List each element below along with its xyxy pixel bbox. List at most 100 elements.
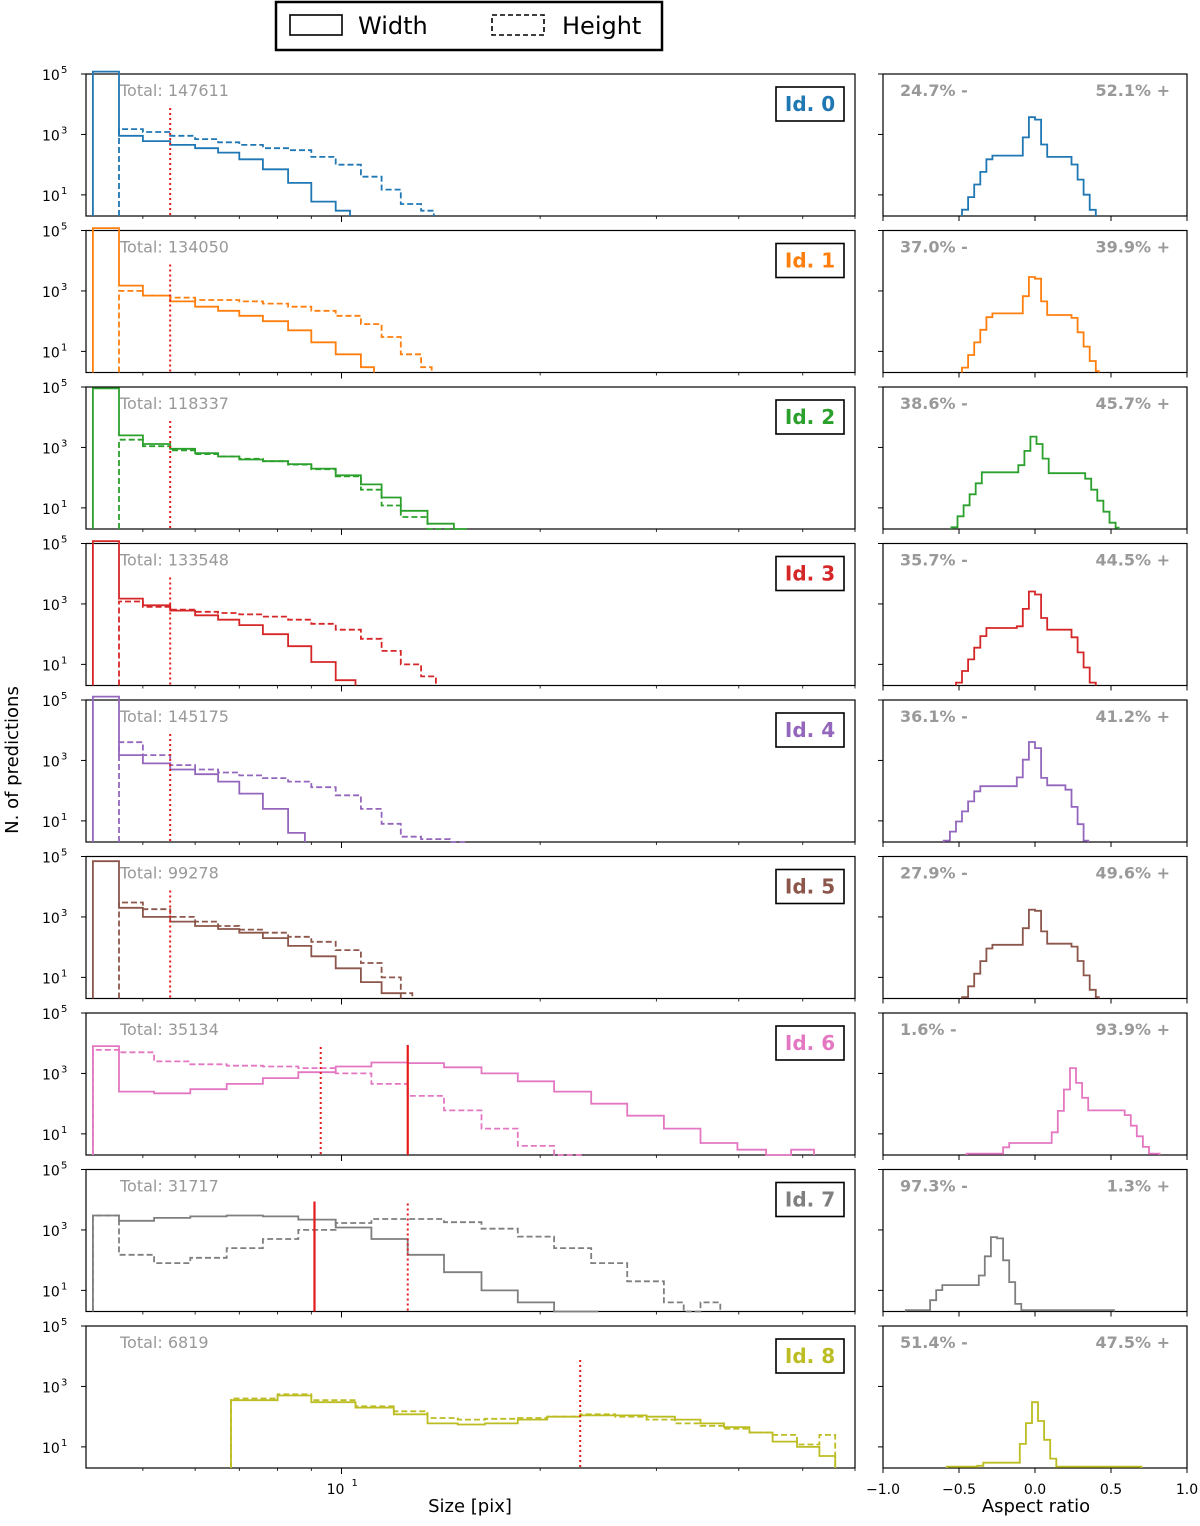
class-id-label: Id. 4	[785, 718, 835, 742]
legend-frame	[274, 0, 664, 52]
aspect-ratio-histogram	[945, 1401, 1143, 1468]
total-count: Total: 99278	[119, 864, 219, 883]
width-histogram	[92, 70, 351, 216]
class-id-label: Id. 6	[785, 1031, 835, 1055]
class-id-label: Id. 8	[785, 1344, 835, 1368]
size-axes-frame	[85, 229, 856, 374]
y-tick-exponent: 1	[61, 1281, 67, 1292]
size-axes-frame	[85, 542, 856, 687]
y-tick-label: 10	[42, 1380, 60, 1396]
y-tick-exponent: 3	[61, 908, 67, 919]
negative-fraction: 97.3% -	[900, 1177, 968, 1196]
aspect-ratio-histogram	[950, 435, 1120, 529]
height-histogram	[118, 128, 435, 216]
y-tick-label: 10	[42, 1164, 60, 1180]
negative-fraction: 35.7% -	[900, 551, 968, 570]
y-tick-label: 10	[42, 1128, 60, 1144]
y-tick-exponent: 5	[61, 691, 67, 702]
class-id-label: Id. 1	[785, 249, 835, 273]
y-tick-label: 10	[42, 225, 60, 241]
class-id-box	[775, 1338, 845, 1374]
total-count: Total: 133548	[119, 551, 229, 570]
legend-width-label: Width	[358, 12, 428, 40]
negative-fraction: 36.1% -	[900, 707, 968, 726]
y-tick-exponent: 1	[61, 1125, 67, 1136]
positive-fraction: 93.9% +	[1096, 1020, 1170, 1039]
class-id-box	[775, 555, 845, 592]
width-histogram	[92, 1214, 599, 1313]
y-tick-label: 10	[42, 538, 60, 554]
y-tick-exponent: 1	[61, 1438, 67, 1449]
width-histogram	[92, 695, 306, 842]
ar-x-tick-label: 0.0	[1024, 1482, 1046, 1498]
aspect-ratio-histogram	[961, 276, 1100, 373]
ar-x-tick-label: 1.0	[1176, 1482, 1198, 1498]
aspect-ratio-histogram	[961, 908, 1100, 999]
width-histogram	[92, 1045, 815, 1156]
y-tick-exponent: 3	[61, 125, 67, 136]
aspect-ratio-histogram	[955, 590, 1097, 686]
y-axis-label: N. of predictions	[2, 686, 23, 834]
positive-fraction: 52.1% +	[1096, 81, 1170, 100]
y-tick-exponent: 5	[61, 1004, 67, 1015]
total-count: Total: 31717	[119, 1177, 219, 1196]
size-axes-frame	[85, 855, 856, 1000]
size-axes-frame	[85, 1012, 856, 1156]
negative-fraction: 51.4% -	[900, 1333, 968, 1352]
ar-x-tick-label: −1.0	[866, 1482, 900, 1498]
positive-fraction: 44.5% +	[1096, 551, 1170, 570]
negative-fraction: 1.6% -	[900, 1020, 957, 1039]
size-axes-frame	[85, 73, 856, 217]
class-id-label: Id. 0	[785, 92, 835, 116]
positive-fraction: 47.5% +	[1096, 1333, 1170, 1352]
y-tick-exponent: 5	[61, 535, 67, 546]
total-count: Total: 134050	[119, 238, 229, 257]
class-id-box	[775, 1181, 845, 1218]
height-histogram	[118, 290, 433, 373]
ar-x-tick-label: 0.5	[1100, 1482, 1122, 1498]
height-histogram	[118, 901, 414, 999]
positive-fraction: 49.6% +	[1096, 864, 1170, 883]
size-axes-frame	[85, 1325, 856, 1469]
total-count: Total: 118337	[119, 394, 229, 413]
y-tick-exponent: 1	[61, 342, 67, 353]
y-tick-exponent: 5	[61, 1161, 67, 1172]
y-tick-label: 10	[42, 851, 60, 867]
legend-width-swatch	[289, 14, 343, 36]
class-id-label: Id. 7	[785, 1188, 835, 1212]
y-tick-exponent: 3	[61, 1377, 67, 1388]
size-axes-frame	[85, 386, 856, 530]
y-tick-exponent: 1	[61, 499, 67, 510]
y-tick-exponent: 3	[61, 1221, 67, 1232]
y-tick-exponent: 1	[61, 968, 67, 979]
aspect-ratio-histogram	[961, 116, 1097, 216]
class-id-label: Id. 2	[785, 405, 835, 429]
legend-height-swatch	[491, 14, 545, 36]
positive-fraction: 45.7% +	[1096, 394, 1170, 413]
positive-fraction: 39.9% +	[1096, 238, 1170, 257]
size-axes-frame	[85, 699, 856, 843]
y-tick-label: 10	[42, 911, 60, 927]
total-count: Total: 6819	[119, 1333, 209, 1352]
y-tick-exponent: 5	[61, 1317, 67, 1328]
y-tick-label: 10	[42, 1284, 60, 1300]
negative-fraction: 37.0% -	[900, 238, 968, 257]
class-id-box	[775, 868, 845, 905]
y-tick-label: 10	[42, 815, 60, 831]
size-x-tick-label: 10	[327, 1482, 345, 1498]
size-x-tick-exponent: 1	[352, 1478, 358, 1489]
height-histogram	[92, 1049, 584, 1156]
y-tick-label: 10	[42, 1007, 60, 1023]
y-tick-exponent: 3	[61, 1064, 67, 1075]
y-tick-label: 10	[42, 345, 60, 361]
width-histogram	[92, 227, 375, 373]
ar-x-axis-label: Aspect ratio	[982, 1496, 1090, 1517]
y-tick-label: 10	[42, 502, 60, 518]
height-histogram	[230, 1393, 837, 1468]
